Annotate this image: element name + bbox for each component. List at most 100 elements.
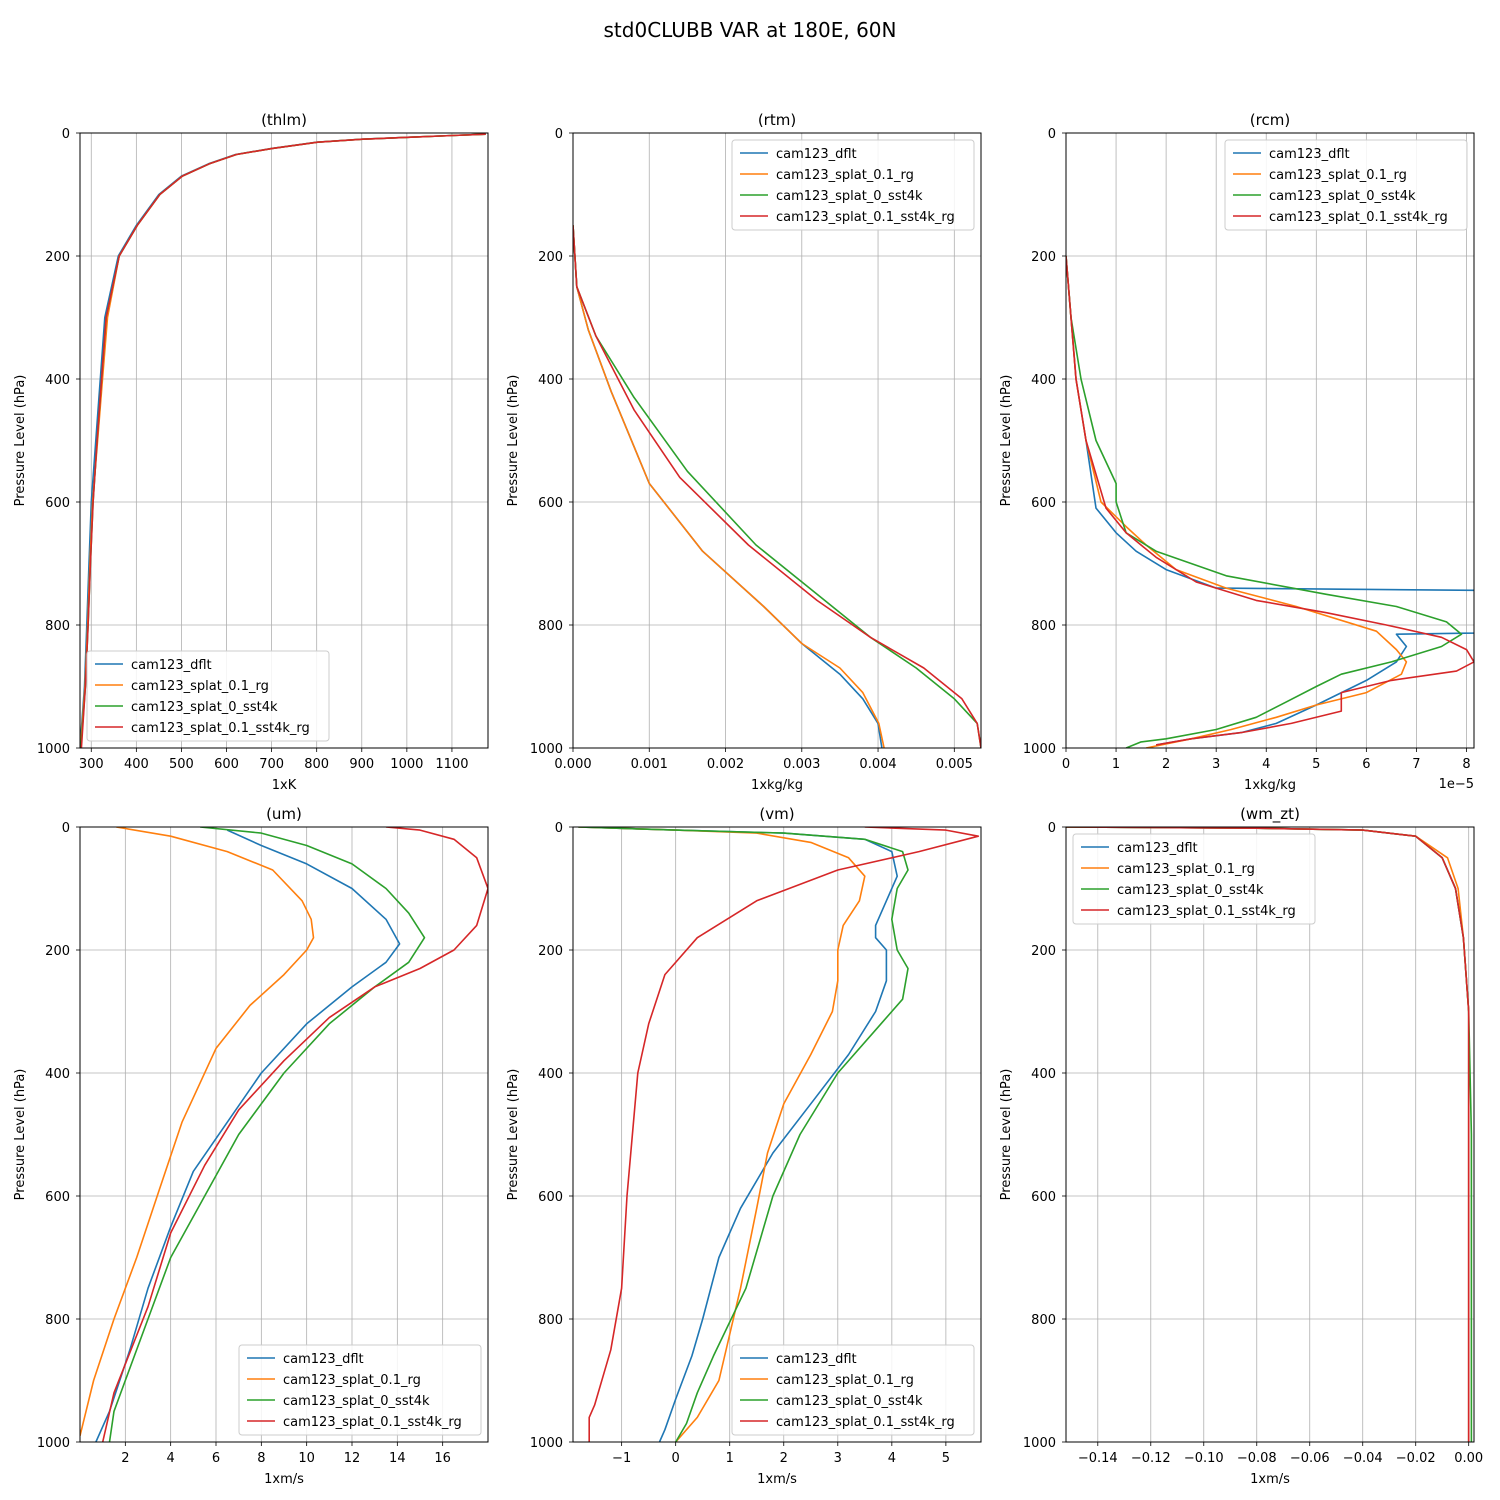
x-tick-label: 8	[1462, 757, 1470, 772]
series-group	[578, 827, 980, 1442]
series-line-cam123_splat_0.1_rg	[80, 827, 315, 1436]
series-group	[1066, 255, 1474, 748]
y-tick-label: 0	[1048, 821, 1056, 836]
x-axis-label: 1xm/s	[264, 1472, 304, 1487]
legend-label: cam123_splat_0_sst4k	[283, 1394, 430, 1409]
legend-label: cam123_splat_0_sst4k	[1269, 189, 1416, 204]
x-tick-label: 800	[304, 757, 329, 772]
y-tick-label: 0	[62, 821, 70, 836]
series-line-cam123_splat_0_sst4k	[578, 827, 909, 1442]
legend-box	[1072, 833, 1316, 925]
x-tick-label: 0.000	[554, 757, 591, 772]
legend: cam123_dflt cam123_splat_0.1_rg cam123_spl…	[731, 1344, 975, 1436]
y-tick-label: 200	[45, 250, 70, 265]
x-tick-label: 2	[121, 1451, 129, 1466]
x-tick-label: 5	[1312, 757, 1320, 772]
subplot-vm: −1 0 1 2 3 4 5 0 200 400 600 800 1000 (vm) 1xm/s Pressu…	[506, 805, 982, 1487]
legend-label: cam123_dflt	[1117, 841, 1198, 856]
y-tick-label: 600	[538, 496, 563, 511]
y-axis-label: Pressure Level (hPa)	[506, 1069, 521, 1201]
legend-label: cam123_splat_0.1_rg	[1269, 168, 1407, 183]
figure-suptitle: std0CLUBB VAR at 180E, 60N	[604, 18, 897, 42]
x-tick-label: −0.10	[1184, 1451, 1224, 1466]
x-tick-label: 900	[349, 757, 374, 772]
x-tick-label: 0.005	[936, 757, 973, 772]
x-tick-label: 0.00	[1454, 1451, 1483, 1466]
y-tick-label: 1000	[530, 742, 563, 757]
subplot-rtm: 0.000 0.001 0.002 0.003 0.004 0.005 0 200 400 600…	[506, 111, 982, 793]
legend: cam123_dflt cam123_splat_0.1_rg cam123_spl…	[731, 139, 975, 231]
y-tick-label: 200	[538, 944, 563, 959]
subplots: 300 400 5 0 0 600 7 0 0 800 900 1000 1100 0 200 400 600 8…	[13, 111, 1483, 1487]
y-tick-label: 1000	[1023, 742, 1056, 757]
x-tick-label: 300	[79, 757, 104, 772]
y-tick-label: 1000	[530, 1436, 563, 1451]
x-tick-label: 0.001	[631, 757, 668, 772]
y-tick-label: 1000	[37, 1436, 70, 1451]
x-tick-label: −1	[612, 1451, 631, 1466]
series-line-cam123_splat_0.1_sst4k_rg	[573, 225, 981, 748]
y-tick-label: 1000	[1023, 1436, 1056, 1451]
subplot-um: 2 4 6 8 10 12 14 16 0 200 400 600 800 1000 (um) 1xm/s Pr…	[13, 805, 489, 1487]
legend: cam123_dflt cam123_splat_0.1_rg cam123_spl…	[86, 650, 330, 742]
axes-frame	[1065, 826, 1475, 1443]
x-tick-label: 6	[1362, 757, 1370, 772]
x-tick-label: −0.02	[1396, 1451, 1436, 1466]
x-tick-label: 2	[1162, 757, 1170, 772]
x-tick-label: 3	[834, 1451, 842, 1466]
legend-box	[731, 139, 975, 231]
series-group	[80, 133, 486, 748]
series-line-cam123_splat_0.1_sst4k_rg	[1066, 827, 1470, 1442]
legend-label: cam123_dflt	[1269, 147, 1350, 162]
y-tick-label: 400	[538, 1067, 563, 1082]
y-tick-label: 400	[538, 373, 563, 388]
series-group	[80, 827, 488, 1442]
series-group	[573, 225, 981, 748]
legend-label: cam123_dflt	[283, 1352, 364, 1367]
y-tick-label: 200	[538, 250, 563, 265]
legend-label: cam123_splat_0.1_sst4k_rg	[776, 210, 955, 225]
y-tick-label: 600	[1031, 496, 1056, 511]
y-tick-label: 600	[45, 496, 70, 511]
y-tick-label: 0	[555, 127, 563, 142]
legend-label: cam123_splat_0.1_sst4k_rg	[131, 721, 310, 736]
axes-frame	[79, 132, 489, 749]
legend-label: cam123_splat_0_sst4k	[131, 700, 278, 715]
legend-label: cam123_splat_0.1_sst4k_rg	[1117, 904, 1296, 919]
legend-label: cam123_splat_0_sst4k	[776, 1394, 923, 1409]
y-axis-label: Pressure Level (hPa)	[13, 375, 28, 507]
x-tick-label: 4	[167, 1451, 175, 1466]
legend-box	[1224, 139, 1468, 231]
series-line-cam123_splat_0_sst4k	[108, 827, 426, 1442]
x-axis-label: 1xm/s	[757, 1472, 797, 1487]
axes-frame	[572, 826, 982, 1443]
x-tick-label: 0.003	[783, 757, 820, 772]
y-tick-label: 800	[1031, 619, 1056, 634]
x-tick-label: 0	[1062, 757, 1070, 772]
legend-label: cam123_dflt	[131, 658, 212, 673]
x-tick-label: 14	[389, 1451, 406, 1466]
x-tick-label: −0.04	[1343, 1451, 1383, 1466]
legend-box	[731, 1344, 975, 1436]
x-tick-label: 1000	[390, 757, 423, 772]
x-tick-label: 1100	[435, 757, 468, 772]
series-line-cam123_splat_0.1_sst4k_rg	[588, 827, 980, 1442]
y-axis-label: Pressure Level (hPa)	[999, 375, 1014, 507]
y-tick-label: 200	[45, 944, 70, 959]
y-tick-label: 0	[62, 127, 70, 142]
x-tick-label: 0.002	[707, 757, 744, 772]
x-tick-label: 7	[1412, 757, 1420, 772]
x-tick-label: 0	[672, 1451, 680, 1466]
series-line-cam123_splat_0.1_sst4k_rg	[1066, 255, 1474, 746]
legend-label: cam123_splat_0.1_rg	[131, 679, 269, 694]
series-line-cam123_splat_0.1_rg	[573, 225, 885, 748]
legend: cam123_dflt cam123_splat_0.1_rg cam123_spl…	[1072, 833, 1316, 925]
subplot-title: (vm)	[759, 805, 794, 823]
x-tick-label: −0.08	[1237, 1451, 1277, 1466]
x-tick-label: 400	[124, 757, 149, 772]
x-tick-label: 10	[298, 1451, 315, 1466]
y-tick-label: 800	[538, 1313, 563, 1328]
x-tick-label: 6	[212, 1451, 220, 1466]
x-axis-label: 1xkg/kg	[751, 778, 803, 793]
